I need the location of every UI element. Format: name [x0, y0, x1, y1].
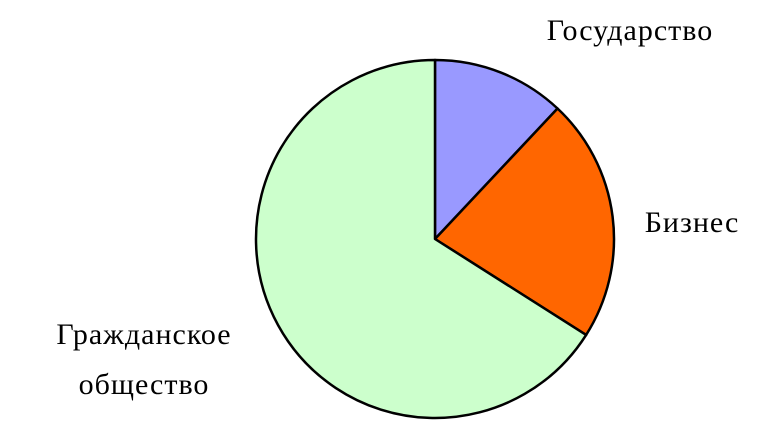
- slice-label-gosudarstvo: Государство: [547, 14, 713, 47]
- slice-biznes: [433, 107, 616, 337]
- slice-gosudarstvo: [433, 58, 559, 241]
- slice-label-grazhdanskoe: Гражданское: [56, 318, 231, 351]
- pie-labels: Государство Бизнес Гражданское общество: [56, 14, 740, 401]
- pie-slices: [254, 58, 616, 420]
- slice-label-biznes: Бизнес: [645, 206, 740, 239]
- slice-label-obshchestvo: общество: [79, 368, 210, 401]
- slice-grazhdanskoe-obshchestvo: [254, 58, 588, 420]
